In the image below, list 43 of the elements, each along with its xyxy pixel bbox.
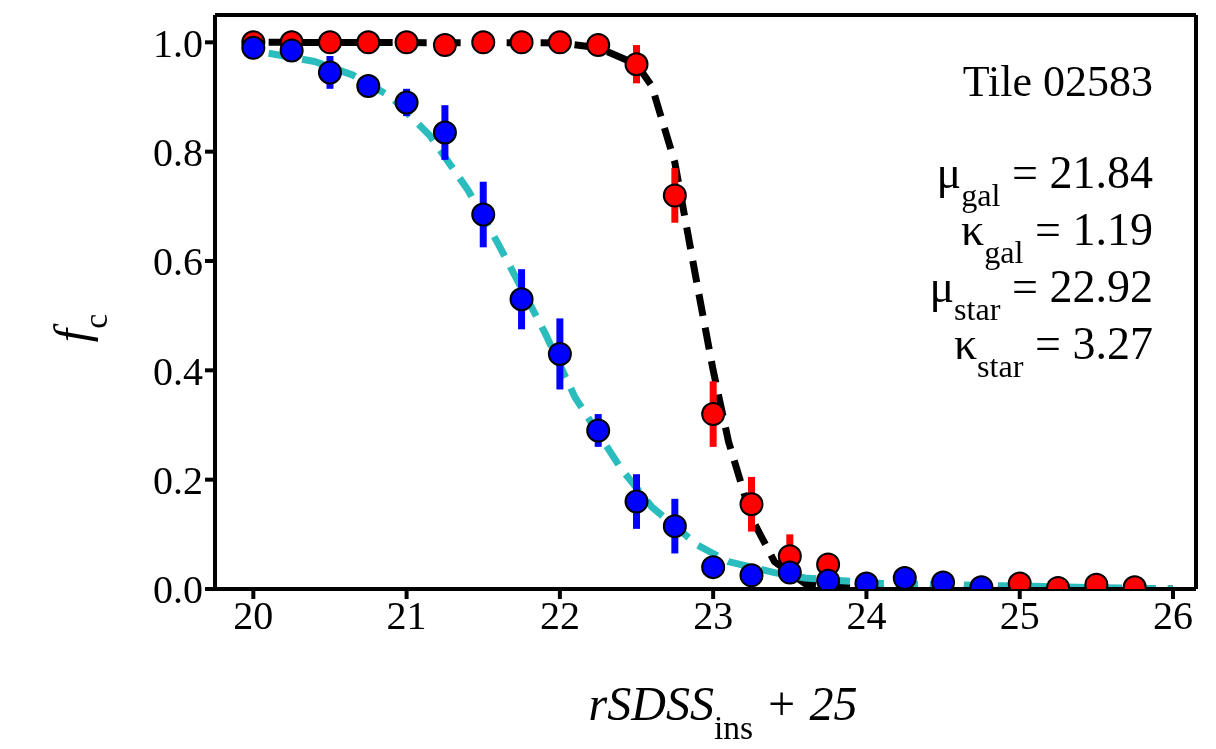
point <box>509 30 534 55</box>
point <box>509 287 534 312</box>
point <box>624 52 649 77</box>
x-tick-label: 26 <box>1153 593 1194 639</box>
y-tick-label: 0.6 <box>153 239 203 285</box>
x-tick-label: 24 <box>846 593 887 639</box>
point <box>432 33 457 58</box>
point <box>547 30 572 55</box>
point <box>356 30 381 55</box>
x-tick-label: 20 <box>233 593 274 639</box>
y-tick-label: 0.0 <box>153 567 203 613</box>
x-tick-label: 22 <box>539 593 580 639</box>
y-tick-label: 0.2 <box>153 457 203 503</box>
point <box>241 35 266 60</box>
x-axis-title: rSDSS$_{ins}$ + 25 <box>588 677 858 746</box>
point <box>739 492 764 517</box>
point <box>317 60 342 85</box>
point <box>279 38 304 63</box>
y-tick-label: 1.0 <box>153 20 203 66</box>
point <box>624 489 649 514</box>
x-tick-label: 21 <box>386 593 427 639</box>
point <box>432 120 457 145</box>
point <box>471 30 496 55</box>
x-tick-label: 23 <box>693 593 734 639</box>
point <box>777 560 802 585</box>
y-tick-label: 0.8 <box>153 129 203 175</box>
point <box>356 74 381 99</box>
y-tick-label: 0.4 <box>153 348 203 394</box>
point <box>471 202 496 227</box>
point <box>586 418 611 443</box>
point <box>394 30 419 55</box>
point <box>317 30 342 55</box>
x-tick-label: 25 <box>999 593 1040 639</box>
point <box>662 514 687 539</box>
point <box>701 555 726 580</box>
point <box>701 402 726 427</box>
point <box>739 563 764 588</box>
point <box>547 341 572 366</box>
point <box>662 183 687 208</box>
point <box>892 566 917 589</box>
point <box>394 90 419 115</box>
annotation: Tile 02583 <box>962 57 1153 106</box>
point <box>586 33 611 58</box>
